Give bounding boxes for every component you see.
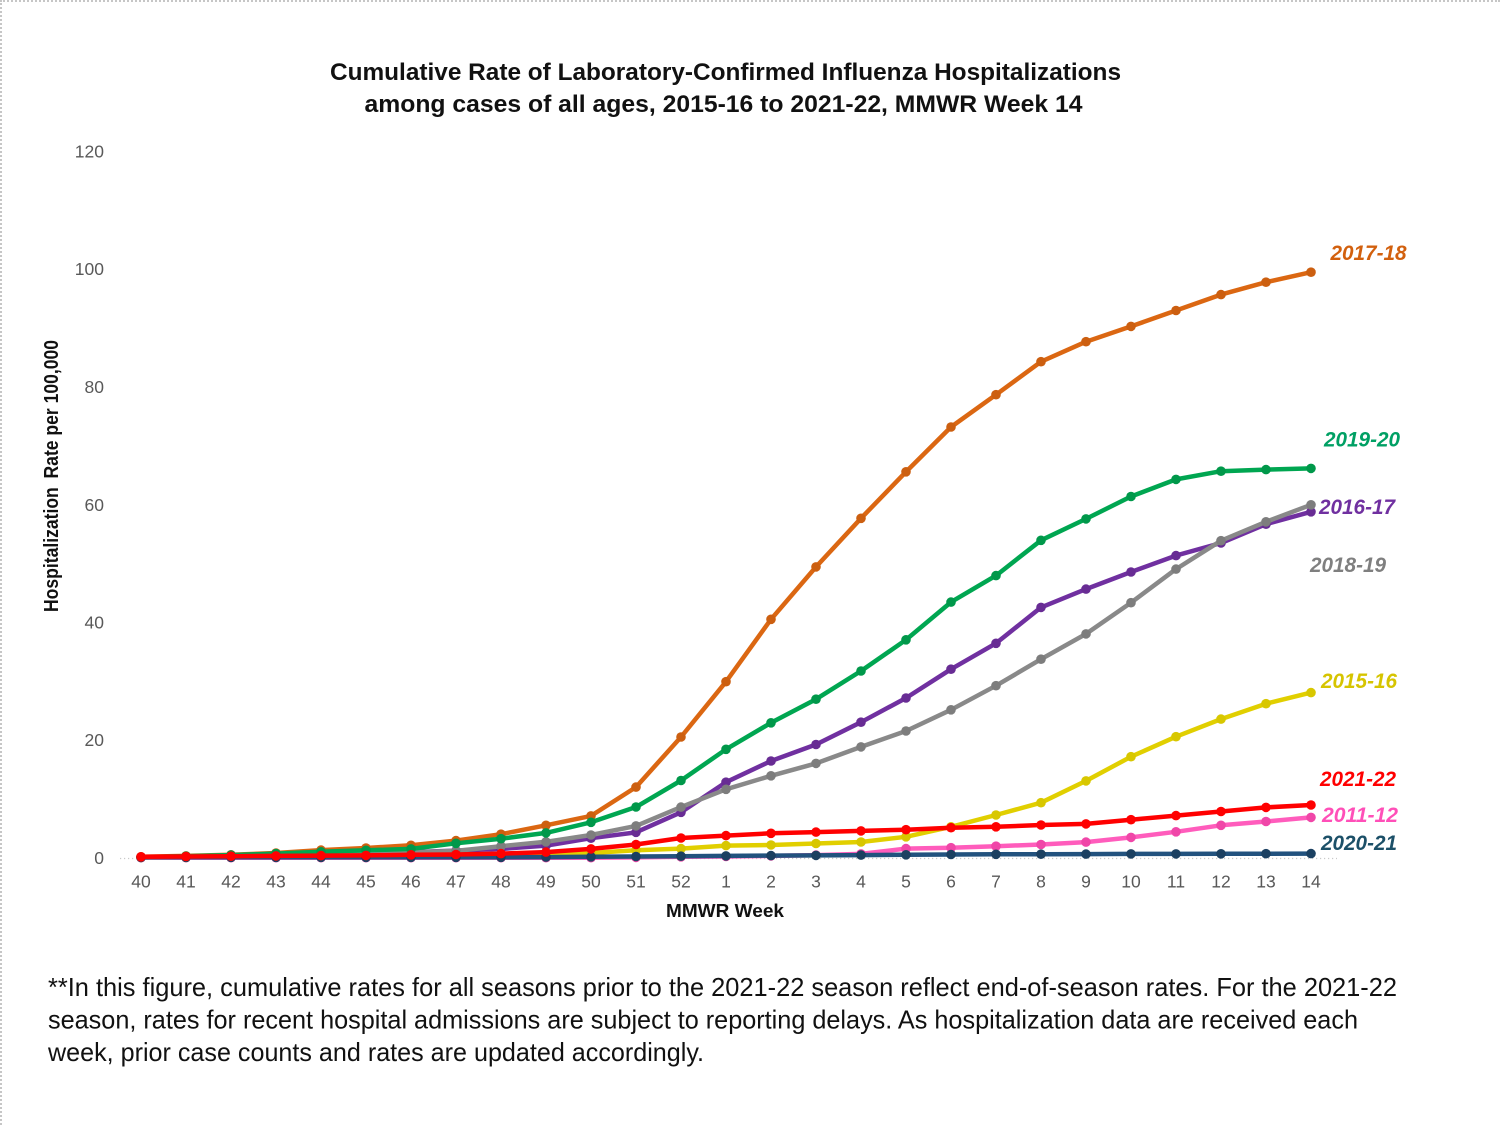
svg-text:2018-19: 2018-19: [1309, 554, 1386, 577]
svg-text:100: 100: [75, 259, 104, 279]
svg-text:6: 6: [946, 872, 956, 892]
svg-text:2: 2: [766, 872, 776, 892]
svg-text:60: 60: [85, 495, 105, 515]
svg-text:5: 5: [901, 872, 911, 892]
svg-text:Cumulative Rate of Laboratory-: Cumulative Rate of Laboratory-Confirmed …: [330, 59, 1121, 86]
svg-text:44: 44: [311, 872, 331, 892]
svg-text:Hospitalization Rate per 100,0: Hospitalization Rate per 100,000: [40, 340, 63, 612]
svg-text:40: 40: [131, 872, 151, 892]
svg-text:120: 120: [75, 142, 104, 162]
svg-text:8: 8: [1036, 872, 1046, 892]
svg-text:MMWR Week: MMWR Week: [666, 900, 785, 921]
svg-text:2011-12: 2011-12: [1321, 804, 1398, 827]
svg-text:**In this figure, cumulative r: **In this figure, cumulative rates for a…: [48, 972, 1397, 1002]
svg-text:3: 3: [811, 872, 821, 892]
svg-text:43: 43: [266, 872, 285, 892]
svg-text:2020-21: 2020-21: [1320, 832, 1397, 855]
svg-text:45: 45: [356, 872, 375, 892]
svg-text:51: 51: [626, 872, 645, 892]
svg-text:48: 48: [491, 872, 510, 892]
svg-text:0: 0: [94, 848, 104, 868]
svg-text:2015-16: 2015-16: [1320, 670, 1397, 693]
svg-text:42: 42: [221, 872, 240, 892]
svg-text:2017-18: 2017-18: [1330, 242, 1407, 265]
svg-text:7: 7: [991, 872, 1001, 892]
svg-text:52: 52: [671, 872, 690, 892]
svg-text:13: 13: [1256, 872, 1275, 892]
svg-text:40: 40: [85, 613, 105, 633]
svg-text:2019-20: 2019-20: [1323, 429, 1400, 452]
svg-text:2016-17: 2016-17: [1318, 496, 1396, 519]
svg-text:49: 49: [536, 872, 555, 892]
svg-text:4: 4: [856, 872, 866, 892]
svg-text:80: 80: [85, 377, 105, 397]
svg-text:46: 46: [401, 872, 420, 892]
svg-text:1: 1: [721, 872, 731, 892]
svg-text:2021-22: 2021-22: [1319, 768, 1396, 791]
svg-text:11: 11: [1167, 872, 1185, 892]
svg-text:41: 41: [176, 872, 195, 892]
svg-text:9: 9: [1081, 872, 1091, 892]
svg-text:12: 12: [1211, 872, 1230, 892]
svg-text:season, rates for recent hospi: season, rates for recent hospital admiss…: [48, 1005, 1358, 1035]
svg-text:20: 20: [85, 730, 105, 750]
svg-text:14: 14: [1301, 872, 1321, 892]
svg-text:50: 50: [581, 872, 601, 892]
svg-text:among cases of all ages, 2015-: among cases of all ages, 2015-16 to 2021…: [365, 91, 1084, 118]
svg-text:week, prior case counts and ra: week, prior case counts and rates are up…: [47, 1037, 704, 1067]
svg-text:47: 47: [446, 872, 465, 892]
svg-text:10: 10: [1121, 872, 1141, 892]
